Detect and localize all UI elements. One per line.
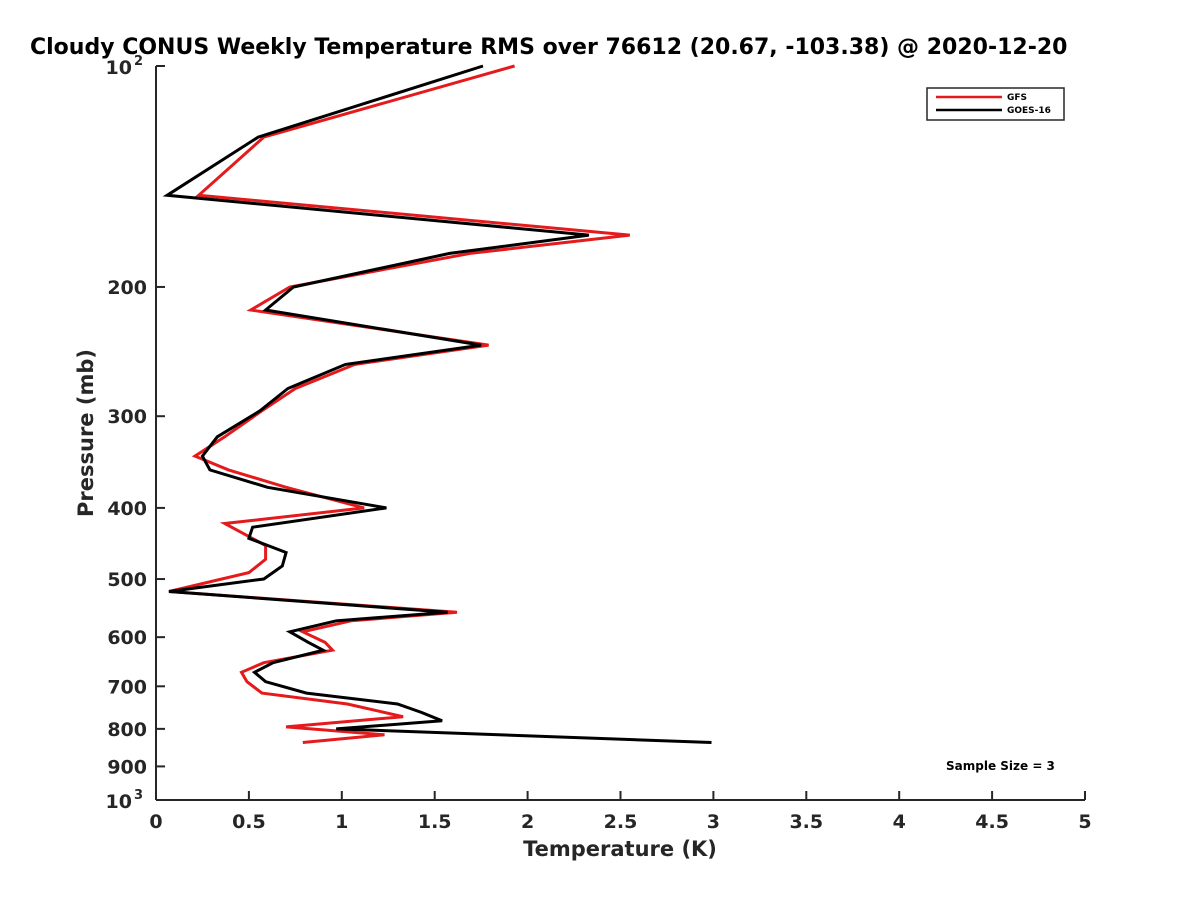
legend-box	[926, 87, 1065, 121]
x-axis-label: Temperature (K)	[523, 837, 717, 861]
y-tick-label: 700	[107, 676, 147, 698]
legend-label-goes-16: GOES-16	[1007, 106, 1051, 116]
x-tick-label: 1	[335, 811, 348, 833]
y-tick-label: 900	[107, 756, 147, 778]
chart-title: Cloudy CONUS Weekly Temperature RMS over…	[30, 35, 1067, 60]
series-line-gfs	[168, 64, 630, 744]
legend-label-gfs: GFS	[1007, 93, 1027, 103]
x-tick-label: 4.5	[975, 811, 1009, 833]
y-tick-label: 10	[106, 791, 132, 813]
x-tick-label: 2.5	[604, 811, 638, 833]
y-tick-label: 200	[107, 277, 147, 299]
y-tick-label: 300	[107, 406, 147, 428]
y-tick-label: 600	[107, 627, 147, 649]
y-tick-label: 10	[106, 57, 132, 79]
y-tick-label: 500	[107, 569, 147, 591]
y-tick-exponent: 3	[134, 788, 143, 803]
x-tick-label: 3.5	[789, 811, 823, 833]
y-tick-label: 400	[107, 498, 147, 520]
sample-size-annotation: Sample Size = 3	[946, 759, 1055, 773]
y-tick-label: 800	[107, 719, 147, 741]
x-tick-label: 0	[149, 811, 162, 833]
x-tick-label: 0.5	[232, 811, 266, 833]
legend: GFS GOES-16	[926, 87, 1065, 121]
x-tick-label: 5	[1078, 811, 1091, 833]
x-tick-label: 4	[893, 811, 906, 833]
series-line-goes-16	[162, 64, 712, 744]
x-axis-ticks: 0 0.5 1 1.5 2 2.5 3 3.5 4 4.5 5	[149, 791, 1092, 833]
series-layer	[162, 64, 712, 744]
y-tick-exponent: 2	[134, 54, 143, 69]
y-axis-label: Pressure (mb)	[74, 349, 98, 517]
x-tick-label: 2	[521, 811, 534, 833]
x-tick-label: 1.5	[418, 811, 452, 833]
x-tick-label: 3	[707, 811, 720, 833]
